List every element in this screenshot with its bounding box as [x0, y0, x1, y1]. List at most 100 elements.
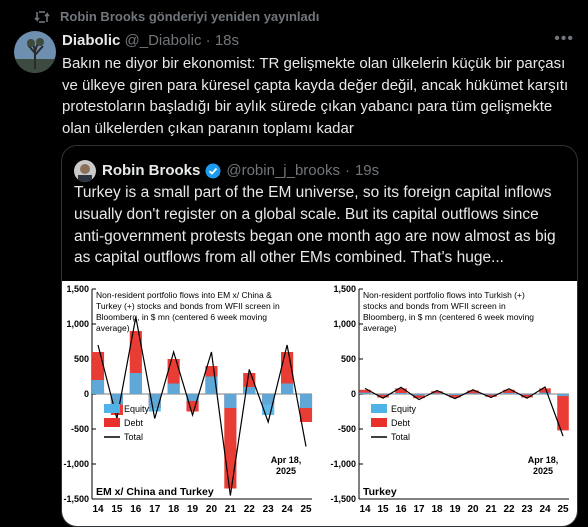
bar-debt [377, 394, 389, 398]
x-tick-label: 23 [263, 504, 275, 515]
more-options-icon[interactable]: ••• [554, 30, 574, 47]
panel-label: Turkey [363, 486, 397, 498]
bar-equity [485, 394, 497, 395]
bar-equity [413, 394, 425, 396]
x-tick-label: 22 [503, 504, 515, 515]
chart-title-line: stocks and bonds from WFII screen in [363, 301, 506, 311]
author-handle[interactable]: @_Diabolic [124, 32, 202, 49]
bar-equity [449, 394, 461, 396]
bar-debt [431, 391, 443, 394]
bar-debt [449, 394, 461, 398]
annotation-year: 2025 [533, 466, 553, 476]
quoted-tweet[interactable]: Robin Brooks @robin_j_brooks · 19s Turke… [61, 145, 578, 527]
bar-equity [395, 392, 407, 394]
bar-equity [521, 394, 533, 395]
series-line-total [364, 386, 564, 437]
annotation-year: 2025 [276, 466, 296, 476]
legend-label: Total [391, 432, 410, 442]
bar-equity [377, 394, 389, 395]
quote-timestamp[interactable]: 19s [354, 162, 380, 179]
repost-icon [34, 10, 50, 23]
quote-avatar[interactable] [74, 160, 96, 182]
bar-equity [205, 376, 218, 394]
bar-equity [129, 373, 142, 394]
chart-title-line: Non-resident portfolio flows into Turkis… [363, 290, 525, 300]
legend-swatch-debt [104, 418, 120, 427]
bar-equity [91, 380, 105, 394]
chart-image[interactable]: 1,500 1,000 500 0 -500 -1,000 -1,500 14 15 16 17 18… [62, 281, 577, 526]
quote-author-handle[interactable]: @robin_j_brooks [226, 162, 340, 179]
x-tick-label: 21 [485, 504, 497, 515]
legend-label: Total [124, 432, 143, 442]
y-tick-label: 500 [341, 354, 356, 364]
x-tick-label: 16 [395, 504, 407, 515]
bar-debt [224, 394, 237, 489]
x-tick-label: 14 [92, 504, 104, 515]
bar-debt [521, 394, 533, 398]
panel-label: EM x/ China and Turkey [96, 486, 214, 498]
chart-title-line: Bloomberg, in $ mn (centered 6 week movi… [96, 312, 267, 322]
x-tick-label: 20 [206, 504, 218, 515]
bar-equity [503, 392, 515, 394]
y-tick-label: 0 [351, 389, 356, 399]
bar-debt [557, 394, 569, 431]
verified-badge-icon [205, 163, 221, 178]
x-tick-label: 17 [149, 504, 161, 515]
legend-label: Debt [391, 418, 411, 428]
x-tick-label: 23 [521, 504, 533, 515]
bar-debt [467, 390, 479, 394]
x-tick-label: 15 [377, 504, 389, 515]
chart-title-line: Turkey (+) stocks and bonds from WFII sc… [96, 301, 280, 311]
bar-debt [359, 389, 371, 394]
quote-author-name[interactable]: Robin Brooks [102, 162, 201, 179]
bar-equity [467, 393, 479, 394]
separator: · [205, 32, 211, 49]
bar-equity [224, 394, 237, 408]
bar-equity [539, 392, 551, 394]
y-tick-label: -500 [71, 424, 89, 434]
legend-label: Debt [124, 418, 144, 428]
x-tick-label: 19 [187, 504, 199, 515]
legend-swatch-equity [104, 404, 120, 413]
author-name[interactable]: Diabolic [62, 32, 121, 49]
x-tick-label: 15 [111, 504, 123, 515]
timestamp[interactable]: 18s [214, 32, 239, 49]
chart-title-line: Non-resident portfolio flows into EM x/ … [96, 290, 272, 300]
tweet-text: Bakın ne diyor bir ekonomist: TR gelişme… [62, 55, 569, 137]
y-tick-label: 1,500 [333, 284, 356, 294]
chart-title-line: average) [363, 323, 397, 333]
y-tick-label: 500 [74, 354, 89, 364]
chart-title-line: Bloomberg, in $ mn (centered 6 week movi… [363, 312, 534, 322]
y-tick-label: 1,000 [66, 319, 89, 329]
x-tick-label: 18 [168, 504, 180, 515]
legend-label: Equity [391, 404, 417, 414]
bar-equity [299, 394, 313, 408]
tweet-header: Diabolic @_Diabolic · 18s [62, 32, 239, 49]
chart-title-line: average) [96, 323, 130, 333]
x-tick-label: 19 [449, 504, 461, 515]
legend-swatch-debt [371, 418, 387, 427]
bar-debt [395, 388, 407, 394]
x-tick-label: 21 [225, 504, 237, 515]
repost-text[interactable]: Robin Brooks gönderiyi yeniden yayınladı [60, 9, 320, 24]
quote-text: Turkey is a small part of the EM univers… [74, 184, 556, 267]
bar-equity [167, 383, 180, 394]
bar-equity [110, 394, 123, 405]
y-tick-label: -1,500 [330, 494, 356, 504]
bar-equity [186, 394, 199, 401]
x-tick-label: 22 [244, 504, 256, 515]
bar-debt [503, 389, 515, 394]
x-tick-label: 20 [467, 504, 479, 515]
legend-swatch-equity [371, 404, 387, 413]
bar-equity [431, 393, 443, 394]
bar-equity [557, 394, 569, 397]
x-tick-label: 17 [413, 504, 425, 515]
quote-header: Robin Brooks @robin_j_brooks · 19s [102, 162, 379, 179]
bar-debt [539, 388, 551, 394]
x-tick-label: 24 [282, 504, 294, 515]
y-tick-label: 1,500 [66, 284, 89, 294]
y-tick-label: 1,000 [333, 319, 356, 329]
avatar[interactable] [14, 31, 56, 73]
x-tick-label: 24 [539, 504, 551, 515]
